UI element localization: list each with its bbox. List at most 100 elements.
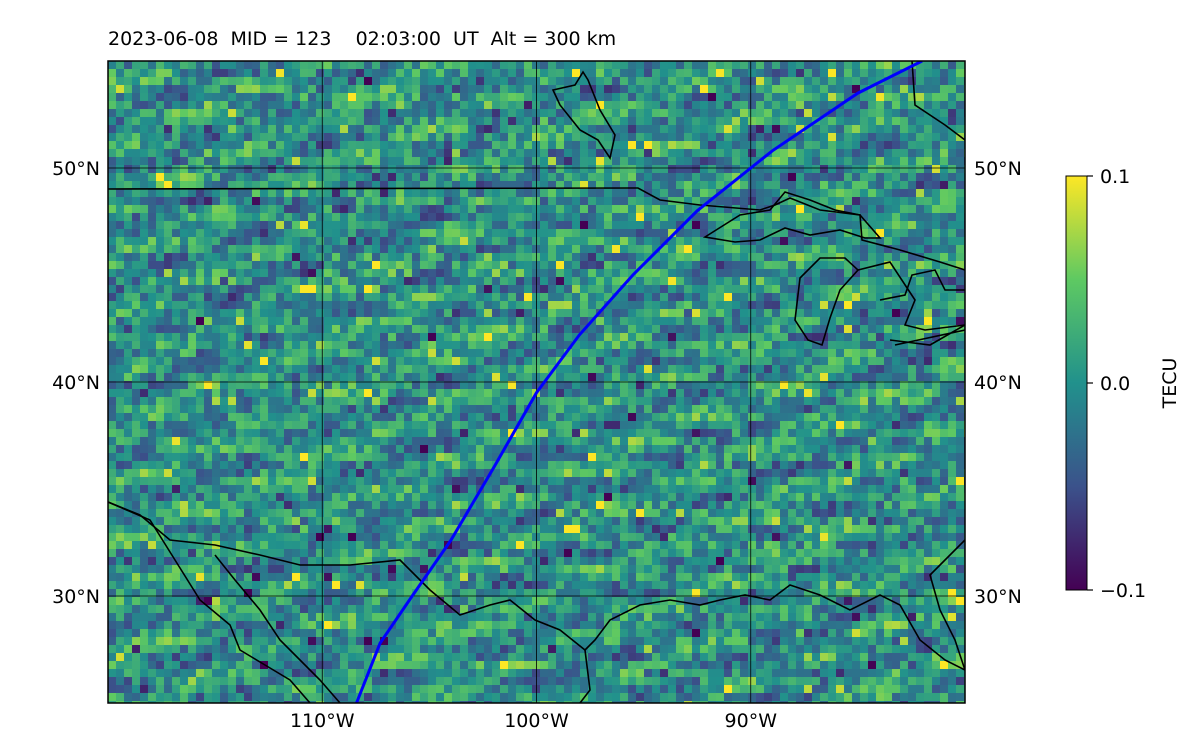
tec-cell (820, 189, 828, 197)
tec-cell (188, 413, 196, 421)
tec-cell (644, 61, 652, 69)
tec-cell (780, 349, 788, 357)
tec-cell (196, 197, 204, 205)
tec-cell (332, 325, 340, 333)
tec-cell (740, 125, 748, 133)
tec-cell (556, 229, 564, 237)
tec-cell (356, 253, 364, 261)
tec-cell (948, 309, 956, 317)
tec-cell (956, 397, 964, 405)
tec-cell (252, 397, 260, 405)
tec-cell (356, 141, 364, 149)
tec-cell (900, 149, 908, 157)
tec-cell (204, 421, 212, 429)
tec-cell (476, 413, 484, 421)
tec-cell (132, 333, 140, 341)
tec-cell (564, 237, 572, 245)
tec-cell (156, 173, 164, 181)
tec-cell (924, 229, 932, 237)
title-time-unit: UT (453, 28, 479, 50)
tec-cell (668, 397, 676, 405)
tec-cell (660, 285, 668, 293)
tec-cell (644, 77, 652, 85)
tec-cell (420, 341, 428, 349)
tec-cell (676, 101, 684, 109)
tec-cell (444, 261, 452, 269)
tec-cell (332, 117, 340, 125)
tec-cell (692, 357, 700, 365)
tec-cell (588, 77, 596, 85)
tec-cell (204, 429, 212, 437)
tec-cell (156, 373, 164, 381)
tec-cell (180, 157, 188, 165)
tec-cell (620, 341, 628, 349)
tec-cell (932, 389, 940, 397)
tec-cell (244, 245, 252, 253)
tec-cell (116, 165, 124, 173)
tec-cell (236, 93, 244, 101)
tec-cell (116, 117, 124, 125)
tec-cell (204, 149, 212, 157)
tec-cell (828, 173, 836, 181)
tec-cell (500, 229, 508, 237)
tec-cell (828, 317, 836, 325)
tec-cell (652, 229, 660, 237)
tec-cell (908, 269, 916, 277)
tec-cell (228, 229, 236, 237)
tec-cell (428, 221, 436, 229)
tec-cell (852, 341, 860, 349)
tec-cell (764, 285, 772, 293)
tec-cell (804, 69, 812, 77)
tec-cell (420, 189, 428, 197)
tec-cell (812, 349, 820, 357)
tec-cell (932, 293, 940, 301)
tec-cell (852, 309, 860, 317)
tec-cell (180, 333, 188, 341)
tec-cell (764, 357, 772, 365)
tec-cell (444, 205, 452, 213)
tec-cell (684, 205, 692, 213)
tec-cell (572, 397, 580, 405)
tec-cell (748, 69, 756, 77)
tec-cell (652, 77, 660, 85)
tec-cell (164, 333, 172, 341)
tec-cell (868, 165, 876, 173)
tec-cell (332, 373, 340, 381)
tec-cell (268, 221, 276, 229)
tec-cell (652, 61, 660, 69)
tec-cell (884, 309, 892, 317)
tec-cell (884, 141, 892, 149)
tec-cell (892, 109, 900, 117)
tec-cell (780, 165, 788, 173)
tec-cell (156, 117, 164, 125)
tec-cell (468, 421, 476, 429)
tec-cell (444, 389, 452, 397)
tec-cell (108, 269, 116, 277)
tec-cell (308, 341, 316, 349)
tec-cell (132, 397, 140, 405)
tec-cell (644, 93, 652, 101)
tec-cell (244, 85, 252, 93)
tec-cell (748, 349, 756, 357)
tec-cell (508, 397, 516, 405)
tec-cell (300, 93, 308, 101)
tec-cell (308, 317, 316, 325)
tec-cell (612, 229, 620, 237)
tec-cell (372, 133, 380, 141)
tec-cell (556, 93, 564, 101)
tec-cell (900, 253, 908, 261)
tec-cell (700, 389, 708, 397)
tec-cell (516, 189, 524, 197)
tec-cell (196, 317, 204, 325)
tec-cell (876, 405, 884, 413)
tec-cell (156, 109, 164, 117)
tec-cell (956, 93, 964, 101)
tec-cell (332, 125, 340, 133)
tec-cell (572, 293, 580, 301)
tec-cell (508, 293, 516, 301)
tec-cell (828, 261, 836, 269)
tec-cell (540, 133, 548, 141)
tec-cell (124, 237, 132, 245)
tec-cell (164, 109, 172, 117)
tec-cell (132, 101, 140, 109)
